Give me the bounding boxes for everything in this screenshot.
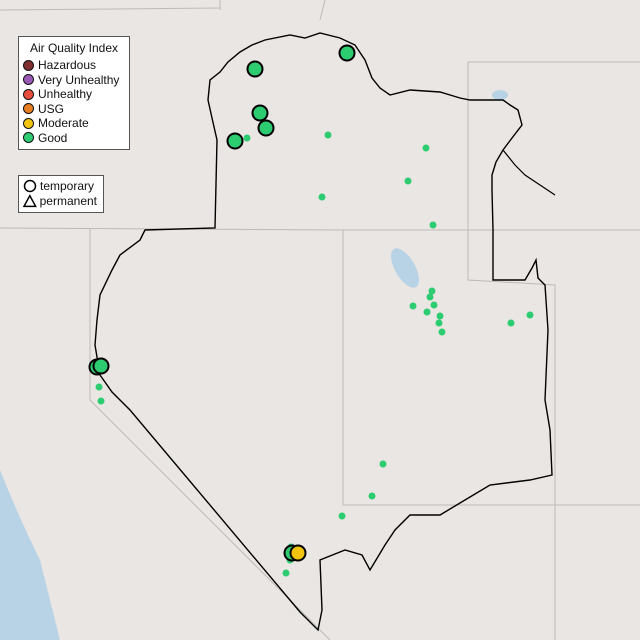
legend-title: Air Quality Index [29,41,119,55]
temporary-monitor-good[interactable] [257,119,275,137]
color-swatch-icon [23,88,34,100]
monitor-dot-good[interactable] [526,311,534,319]
yellowstone-lake [492,90,508,100]
monitor-dot-good[interactable] [435,319,443,327]
monitor-dot-good[interactable] [282,569,290,577]
color-swatch-icon [23,74,34,86]
legend-label: Very Unhealthy [38,72,120,87]
great-salt-lake [391,248,419,288]
monitor-dot-good[interactable] [507,319,515,327]
monitor-dot-good[interactable] [436,312,444,320]
color-swatch-icon [23,132,34,144]
legend-item-moderate: Moderate [19,116,129,131]
legend-item-hazardous: Hazardous [19,58,129,73]
park-boundary [502,149,556,196]
monitor-dot-good[interactable] [243,134,251,142]
monitor-dot-good[interactable] [422,144,430,152]
monitor-dot-good[interactable] [379,460,387,468]
monitor-dot-good[interactable] [409,302,417,310]
color-swatch-icon [23,59,34,71]
legend-item-very-unhealthy: Very Unhealthy [19,73,129,88]
legend-label: USG [38,101,65,116]
monitor-dot-good[interactable] [95,383,103,391]
monitor-dot-good[interactable] [430,301,438,309]
legend-label: Unhealthy [38,87,93,102]
legend-label: temporary [40,179,95,194]
temporary-monitor-good[interactable] [246,60,264,78]
legend-item-temporary: temporary [19,179,103,194]
temporary-monitor-good[interactable] [226,132,244,150]
legend-label: Hazardous [38,58,97,73]
monitor-dot-good[interactable] [438,328,446,336]
temporary-monitor-good[interactable] [92,357,110,375]
legend-item-unhealthy: Unhealthy [19,87,129,102]
aqi-legend: Air Quality Index Hazardous Very Unhealth… [18,36,130,150]
monitor-dot-good[interactable] [318,193,326,201]
monitor-dot-good[interactable] [324,131,332,139]
temporary-monitor-good[interactable] [251,104,269,122]
color-swatch-icon [23,117,34,129]
monitor-dot-good[interactable] [368,492,376,500]
legend-label: Good [38,130,68,145]
monitor-dot-good[interactable] [338,512,346,520]
legend-item-usg: USG [19,102,129,117]
monitor-dot-good[interactable] [428,287,436,295]
legend-label: permanent [39,193,97,208]
monitor-dot-good[interactable] [429,221,437,229]
region-boundary [94,32,553,632]
monitor-dot-good[interactable] [423,308,431,316]
monitor-type-legend: temporary permanent [18,175,104,213]
color-swatch-icon [23,103,34,115]
triangle-icon [23,193,37,207]
temporary-monitor-good[interactable] [338,44,356,62]
pacific-ocean [0,470,60,640]
monitor-dot-good[interactable] [426,293,434,301]
temporary-monitor-moderate[interactable] [289,544,307,562]
legend-label: Moderate [38,116,89,131]
legend-item-good: Good [19,131,129,146]
monitor-dot-good[interactable] [404,177,412,185]
circle-icon [23,180,37,193]
monitor-markers [88,44,534,577]
monitor-dot-good[interactable] [97,397,105,405]
legend-item-permanent: permanent [19,194,103,209]
